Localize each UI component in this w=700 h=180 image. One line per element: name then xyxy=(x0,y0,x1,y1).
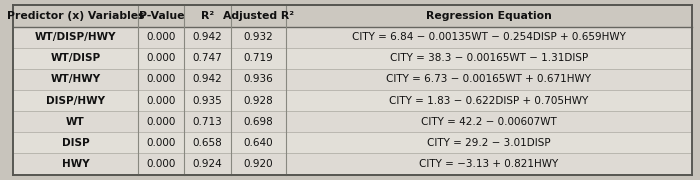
Text: 0.924: 0.924 xyxy=(193,159,223,169)
Text: 0.719: 0.719 xyxy=(244,53,273,63)
Text: CITY = 6.84 − 0.00135WT − 0.254DISP + 0.659HWY: CITY = 6.84 − 0.00135WT − 0.254DISP + 0.… xyxy=(352,32,626,42)
Text: Regression Equation: Regression Equation xyxy=(426,11,552,21)
Text: R²: R² xyxy=(201,11,214,21)
Text: 0.936: 0.936 xyxy=(244,74,273,84)
Text: 0.000: 0.000 xyxy=(146,96,176,106)
Text: CITY = 1.83 − 0.622DISP + 0.705HWY: CITY = 1.83 − 0.622DISP + 0.705HWY xyxy=(389,96,589,106)
Text: Predictor (x) Variables: Predictor (x) Variables xyxy=(7,11,144,21)
Text: 0.000: 0.000 xyxy=(146,138,176,148)
Text: DISP: DISP xyxy=(62,138,89,148)
Text: CITY = 38.3 − 0.00165WT − 1.31DISP: CITY = 38.3 − 0.00165WT − 1.31DISP xyxy=(390,53,588,63)
Text: HWY: HWY xyxy=(62,159,89,169)
Bar xyxy=(13,153,692,175)
Bar xyxy=(13,132,692,153)
Text: Adjusted R²: Adjusted R² xyxy=(223,11,294,21)
Text: WT/DISP: WT/DISP xyxy=(50,53,101,63)
Text: 0.000: 0.000 xyxy=(146,74,176,84)
Text: WT/DISP/HWY: WT/DISP/HWY xyxy=(35,32,116,42)
Text: 0.935: 0.935 xyxy=(193,96,223,106)
Bar xyxy=(13,90,692,111)
Text: 0.942: 0.942 xyxy=(193,74,223,84)
Text: CITY = 42.2 − 0.00607WT: CITY = 42.2 − 0.00607WT xyxy=(421,117,556,127)
Text: WT/HWY: WT/HWY xyxy=(50,74,101,84)
Text: 0.000: 0.000 xyxy=(146,117,176,127)
Text: 0.932: 0.932 xyxy=(244,32,273,42)
Text: 0.747: 0.747 xyxy=(193,53,223,63)
Bar xyxy=(13,48,692,69)
Text: CITY = −3.13 + 0.821HWY: CITY = −3.13 + 0.821HWY xyxy=(419,159,559,169)
Bar xyxy=(13,26,692,48)
Text: 0.928: 0.928 xyxy=(244,96,273,106)
Text: 0.000: 0.000 xyxy=(146,53,176,63)
Bar xyxy=(13,111,692,132)
Text: 0.713: 0.713 xyxy=(193,117,223,127)
Text: CITY = 29.2 − 3.01DISP: CITY = 29.2 − 3.01DISP xyxy=(427,138,551,148)
Bar xyxy=(13,69,692,90)
Text: 0.698: 0.698 xyxy=(244,117,273,127)
Text: P-Value: P-Value xyxy=(139,11,184,21)
Text: 0.942: 0.942 xyxy=(193,32,223,42)
Text: 0.658: 0.658 xyxy=(193,138,223,148)
Text: 0.000: 0.000 xyxy=(146,159,176,169)
Text: 0.920: 0.920 xyxy=(244,159,273,169)
Text: 0.640: 0.640 xyxy=(244,138,273,148)
Bar xyxy=(13,5,692,26)
Text: CITY = 6.73 − 0.00165WT + 0.671HWY: CITY = 6.73 − 0.00165WT + 0.671HWY xyxy=(386,74,592,84)
Text: WT: WT xyxy=(66,117,85,127)
Text: 0.000: 0.000 xyxy=(146,32,176,42)
Text: DISP/HWY: DISP/HWY xyxy=(46,96,105,106)
